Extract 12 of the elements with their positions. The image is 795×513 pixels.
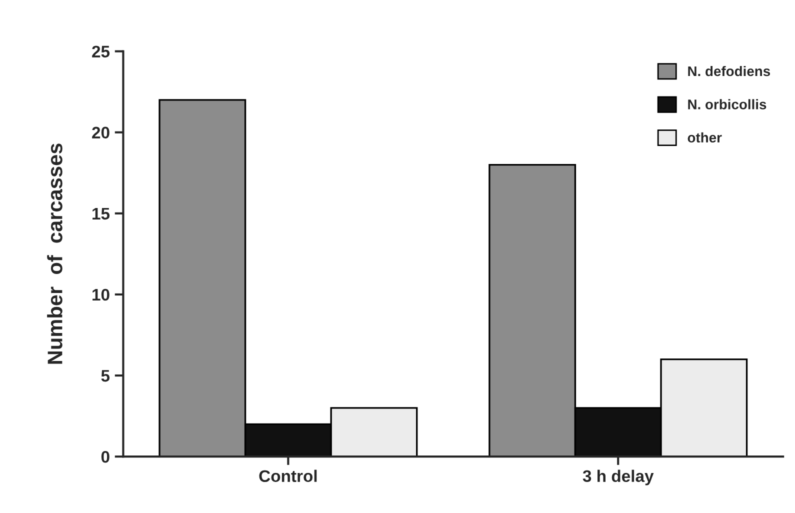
- x-tick-label: 3 h delay: [582, 470, 654, 486]
- legend-label: N. defodiens: [688, 66, 770, 76]
- legend-label: N. orbicollis: [688, 99, 766, 110]
- y-axis-title: Number of carcasses: [47, 144, 62, 364]
- y-tick-label: 20: [92, 126, 110, 139]
- y-tick-label: 15: [92, 208, 110, 220]
- y-tick-label: 10: [92, 288, 110, 301]
- legend-label: other: [688, 132, 722, 143]
- y-tick-label: 25: [92, 46, 110, 58]
- x-tick-label: Control: [259, 470, 317, 482]
- y-tick-label: 0: [101, 450, 110, 463]
- y-tick-label: 5: [101, 370, 110, 382]
